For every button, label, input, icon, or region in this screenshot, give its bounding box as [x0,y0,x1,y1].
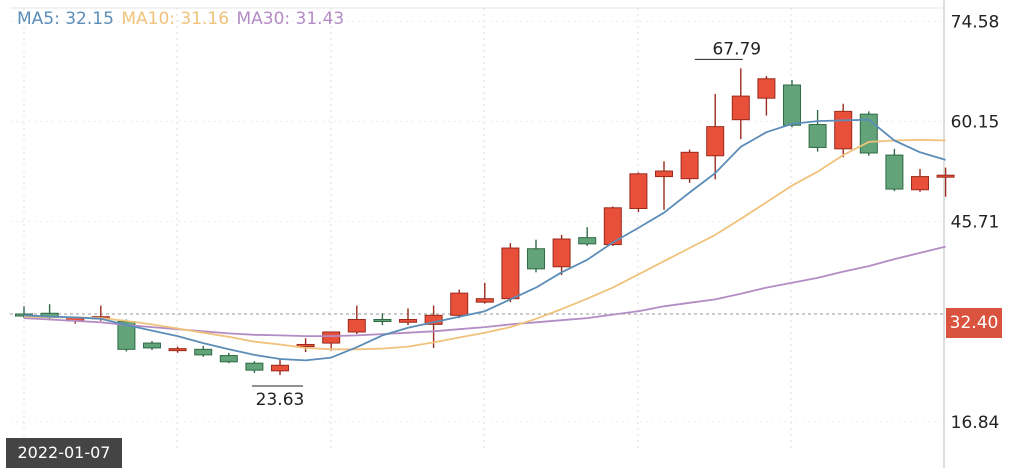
ma30-legend-label: MA30: 31.43 [236,9,345,29]
candle [399,308,417,326]
ma10-line [23,138,946,351]
candle-body [911,176,929,191]
candle [271,359,289,375]
candle [706,94,725,180]
candle [629,172,648,212]
candle [219,352,238,364]
candle-body [655,170,673,178]
candle-body [143,342,161,349]
candle-body [603,207,622,246]
candle [731,68,750,140]
ma-legend: MA5: 32.15 MA10: 31.16 MA30: 31.43 [17,9,346,29]
candle-body [706,126,725,157]
ma10-legend-label: MA10: 31.16 [121,9,230,29]
candle [911,168,929,192]
candle [245,361,264,373]
y-tick-label: 74.58 [951,12,1000,32]
high-price-label: 67.79 [712,39,761,59]
candle-body [834,110,853,150]
moving-average-lines [23,118,946,362]
candle-series [15,68,955,375]
candle [834,103,853,158]
candle-body [783,84,801,126]
candle [373,313,392,326]
candle-body [296,343,315,348]
y-tick-label: 60.15 [951,112,1000,132]
candle [322,331,341,351]
candle [450,289,469,319]
candle-body [731,95,750,121]
candle [347,305,366,335]
candle-body [347,318,366,333]
candle-body [885,154,904,190]
candle-body [757,78,776,99]
candle-body [322,331,341,344]
candle [194,345,213,357]
candle-body [680,151,699,180]
candle [527,239,545,273]
candle [885,148,904,192]
ma5-legend-label: MA5: 32.15 [17,9,114,29]
candle-body [808,124,827,148]
chart-frame [10,0,945,468]
y-tick-label: 16.84 [951,413,1000,433]
candle [936,167,955,197]
candle [501,243,520,303]
candle [757,75,776,116]
candle-body [194,348,213,356]
candle [680,149,699,183]
candle [655,161,673,210]
candle [603,206,622,246]
candle-body [552,238,571,268]
candle-body [450,292,469,316]
extreme-annotations: 67.79 23.63 [252,39,761,410]
candle-body [399,318,417,323]
candle-body [578,237,597,245]
candle-body [219,355,238,363]
candle [808,109,827,152]
crosshair-date-tag: 2022-01-07 [6,438,122,468]
candle [859,111,878,156]
last-price-tag: 32.40 [946,308,1002,338]
grid-lines [10,8,944,452]
candle [168,346,187,353]
candle [475,282,494,304]
candle [143,341,161,351]
candle-body [373,318,392,322]
candle [783,80,801,128]
candle [296,338,315,353]
y-axis: 74.58 60.15 45.71 16.84 [951,12,1000,433]
candle-body [245,362,264,371]
y-tick-label: 45.71 [951,213,1000,233]
low-price-label: 23.63 [256,390,305,410]
candle [552,234,571,276]
candle-body [168,348,187,352]
ma5-line [23,118,946,362]
candle-body [271,364,289,372]
candle-body [527,248,545,270]
candle [578,227,597,246]
candle-body [936,174,955,178]
candle-body [629,173,648,209]
candle-body [475,298,494,303]
candle-body [501,247,520,300]
